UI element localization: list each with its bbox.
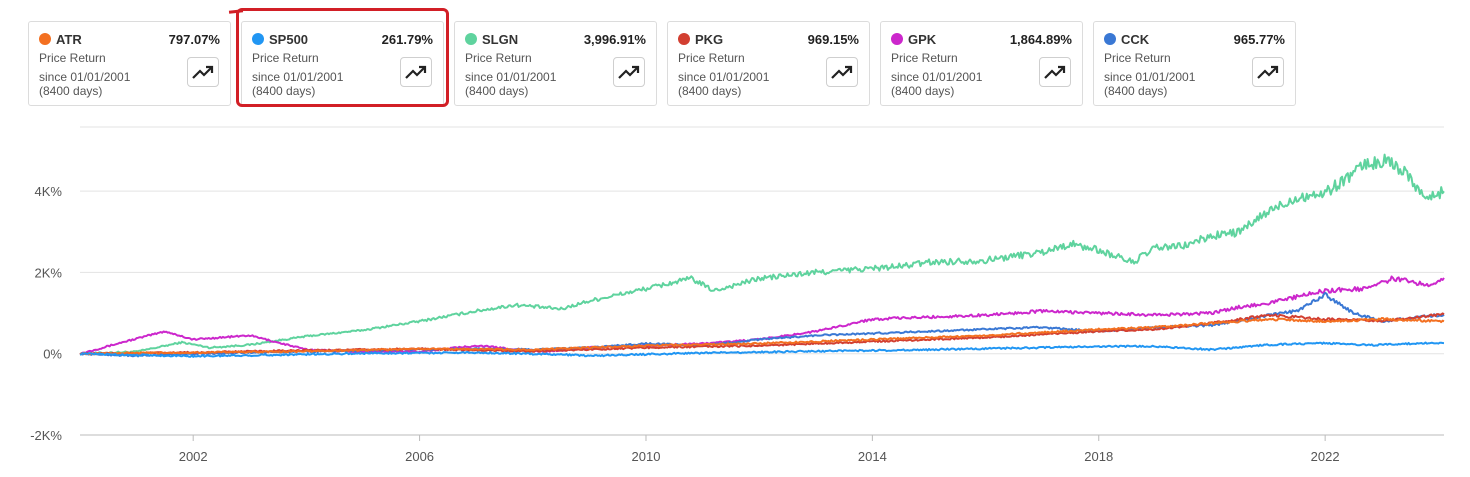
y-tick-label: 0% <box>43 347 62 362</box>
day-count: (8400 days) <box>252 84 316 98</box>
trend-up-icon[interactable] <box>613 57 645 87</box>
y-tick-label: 2K% <box>35 265 63 280</box>
series-color-dot <box>678 33 690 45</box>
ticker-card-cck[interactable]: CCK 965.77% Price Return since 01/01/200… <box>1093 21 1296 106</box>
return-value: 1,864.89% <box>1009 31 1072 47</box>
return-value: 797.07% <box>168 31 220 47</box>
ticker-symbol: GPK <box>908 31 937 47</box>
ticker-symbol: SLGN <box>482 31 519 47</box>
since-date: since 01/01/2001 <box>1104 70 1196 84</box>
return-value: 3,996.91% <box>583 31 646 47</box>
x-tick-label: 2022 <box>1311 449 1340 464</box>
price-return-chart: -2K% 0% 2K% 4K% 2002 2006 2010 2014 2018 2022 <box>30 126 1445 464</box>
metric-label: Price Return <box>465 51 532 65</box>
x-tick-label: 2014 <box>858 449 887 464</box>
return-value: 261.79% <box>381 31 433 47</box>
metric-label: Price Return <box>1104 51 1171 65</box>
ticker-symbol: PKG <box>695 31 724 47</box>
ticker-card-atr[interactable]: ATR 797.07% Price Return since 01/01/200… <box>28 21 231 106</box>
ticker-symbol: SP500 <box>269 31 309 47</box>
series-color-dot <box>39 33 51 45</box>
trend-up-icon[interactable] <box>826 57 858 87</box>
ticker-card-pkg[interactable]: PKG 969.15% Price Return since 01/01/200… <box>667 21 870 106</box>
x-tick-label: 2010 <box>632 449 661 464</box>
series-color-dot <box>891 33 903 45</box>
since-date: since 01/01/2001 <box>252 70 344 84</box>
day-count: (8400 days) <box>39 84 103 98</box>
trend-up-icon[interactable] <box>187 57 219 87</box>
metric-label: Price Return <box>39 51 106 65</box>
since-date: since 01/01/2001 <box>39 70 131 84</box>
series-color-dot <box>1104 33 1116 45</box>
series-color-dot <box>465 33 477 45</box>
day-count: (8400 days) <box>465 84 529 98</box>
metric-label: Price Return <box>252 51 319 65</box>
metric-label: Price Return <box>678 51 745 65</box>
trend-up-icon[interactable] <box>400 57 432 87</box>
ticker-card-sp500[interactable]: SP500 261.79% Price Return since 01/01/2… <box>241 21 444 106</box>
series-color-dot <box>252 33 264 45</box>
x-tick-label: 2018 <box>1084 449 1113 464</box>
since-date: since 01/01/2001 <box>678 70 770 84</box>
y-tick-label: 4K% <box>35 184 63 199</box>
ticker-symbol: CCK <box>1121 31 1150 47</box>
series-line-gpk <box>79 275 1445 356</box>
since-date: since 01/01/2001 <box>465 70 557 84</box>
series-line-sp500 <box>79 341 1445 358</box>
ticker-symbol: ATR <box>56 31 82 47</box>
highlight-box <box>236 8 449 107</box>
x-tick-label: 2002 <box>179 449 208 464</box>
trend-up-icon[interactable] <box>1039 57 1071 87</box>
return-value: 965.77% <box>1233 31 1285 47</box>
day-count: (8400 days) <box>891 84 955 98</box>
x-tick-label: 2006 <box>405 449 434 464</box>
day-count: (8400 days) <box>678 84 742 98</box>
series-line-atr <box>79 317 1445 356</box>
ticker-cards: ATR 797.07% Price Return since 01/01/200… <box>28 21 1296 106</box>
since-date: since 01/01/2001 <box>891 70 983 84</box>
y-tick-label: -2K% <box>30 428 62 443</box>
ticker-card-gpk[interactable]: GPK 1,864.89% Price Return since 01/01/2… <box>880 21 1083 106</box>
day-count: (8400 days) <box>1104 84 1168 98</box>
trend-up-icon[interactable] <box>1252 57 1284 87</box>
ticker-card-slgn[interactable]: SLGN 3,996.91% Price Return since 01/01/… <box>454 21 657 106</box>
return-value: 969.15% <box>807 31 859 47</box>
series-line-slgn <box>79 153 1445 356</box>
metric-label: Price Return <box>891 51 958 65</box>
